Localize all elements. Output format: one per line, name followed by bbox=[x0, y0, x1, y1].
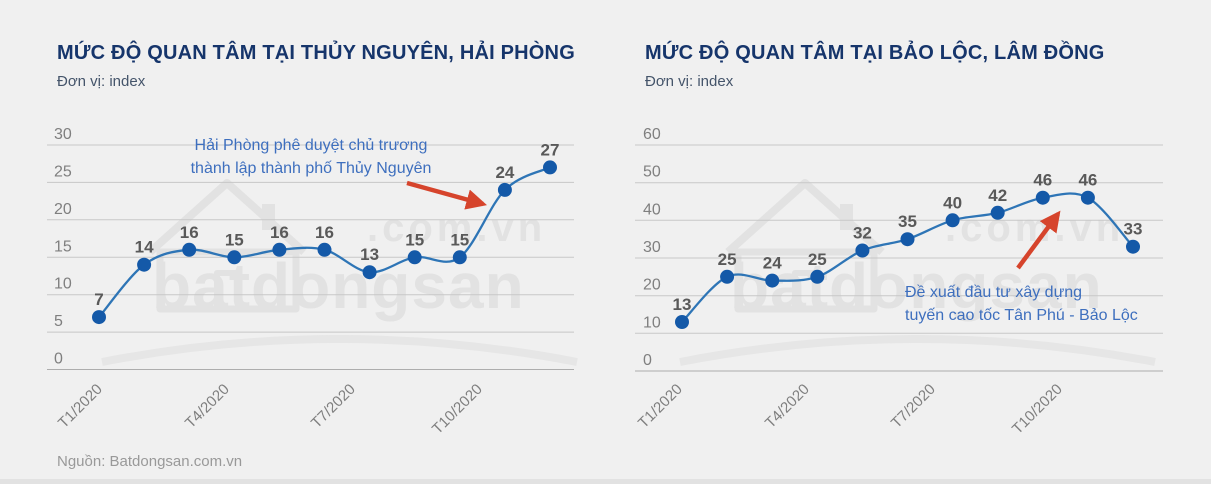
data-point-value: 27 bbox=[541, 140, 560, 159]
y-tick-label: 10 bbox=[54, 276, 72, 293]
x-tick-label: T4/2020 bbox=[182, 381, 233, 432]
data-point-value: 15 bbox=[225, 230, 244, 249]
data-point-marker bbox=[855, 243, 870, 258]
y-tick-label: 0 bbox=[643, 352, 652, 369]
watermark-house-door-icon bbox=[792, 270, 820, 312]
data-point-marker bbox=[765, 273, 780, 288]
watermark-dome bbox=[679, 335, 1156, 366]
x-tick-label: T4/2020 bbox=[762, 381, 813, 432]
data-point-marker bbox=[407, 250, 422, 265]
watermark-house-chimney-icon bbox=[840, 204, 853, 230]
watermark-text-batdongsan: batdongsan bbox=[152, 250, 525, 322]
y-tick-label: 10 bbox=[643, 314, 661, 331]
data-point-value: 25 bbox=[718, 250, 737, 269]
data-point-marker bbox=[810, 269, 825, 284]
data-point-marker bbox=[543, 160, 557, 175]
chart-header-bao-loc: MỨC ĐỘ QUAN TÂM TẠI BẢO LỘC, LÂM ĐỒNG Đơ… bbox=[645, 40, 1205, 90]
x-tick-label: T10/2020 bbox=[1009, 381, 1066, 438]
chart-title-bao-loc: MỨC ĐỘ QUAN TÂM TẠI BẢO LỘC, LÂM ĐỒNG bbox=[645, 42, 1105, 64]
chart-unit-bao-loc: Đơn vị: index bbox=[645, 73, 734, 90]
y-tick-label: 0 bbox=[54, 351, 63, 368]
data-point-value: 24 bbox=[495, 163, 514, 182]
data-point-value: 25 bbox=[808, 250, 827, 269]
bottom-divider bbox=[0, 479, 1211, 484]
chart-header-thuy-nguyen: MỨC ĐỘ QUAN TÂM TẠI THỦY NGUYÊN, HẢI PHÒ… bbox=[57, 40, 617, 90]
data-point-value: 35 bbox=[898, 212, 917, 231]
data-point-marker bbox=[227, 250, 242, 265]
data-point-marker bbox=[990, 205, 1005, 220]
annotation-line-2: tuyến cao tốc Tân Phú - Bảo Lộc bbox=[905, 307, 1138, 324]
y-tick-label: 60 bbox=[643, 126, 661, 143]
y-tick-label: 20 bbox=[54, 201, 72, 218]
data-point-value: 15 bbox=[405, 230, 424, 249]
y-tick-label: 50 bbox=[643, 164, 661, 181]
watermark-house-chimney-icon bbox=[262, 204, 275, 230]
data-point-marker bbox=[182, 242, 197, 257]
data-point-value: 15 bbox=[450, 230, 469, 249]
data-point-value: 14 bbox=[135, 238, 154, 257]
data-point-value: 42 bbox=[988, 186, 1007, 205]
data-point-marker bbox=[1126, 239, 1140, 254]
data-point-value: 7 bbox=[94, 290, 103, 309]
annotation-line-1: Đề xuất đầu tư xây dựng bbox=[905, 284, 1083, 301]
data-point-value: 46 bbox=[1033, 171, 1052, 190]
data-point-marker bbox=[92, 310, 106, 325]
watermark-house-roof-icon bbox=[147, 179, 307, 255]
x-tick-label: T1/2020 bbox=[635, 381, 686, 432]
data-point-marker bbox=[720, 269, 735, 284]
data-point-marker bbox=[137, 257, 152, 272]
x-tick-label: T10/2020 bbox=[429, 381, 486, 438]
data-point-value: 13 bbox=[360, 245, 379, 264]
y-tick-label: 25 bbox=[54, 163, 72, 180]
y-tick-label: 5 bbox=[54, 313, 63, 330]
data-point-value: 16 bbox=[180, 223, 199, 242]
data-point-value: 46 bbox=[1078, 171, 1097, 190]
watermark-dome bbox=[101, 335, 578, 366]
data-point-value: 32 bbox=[853, 224, 872, 243]
data-point-marker bbox=[272, 242, 287, 257]
data-point-marker bbox=[900, 232, 915, 247]
y-tick-label: 40 bbox=[643, 201, 661, 218]
data-point-marker bbox=[452, 250, 467, 265]
data-point-marker bbox=[1080, 190, 1095, 205]
y-tick-label: 20 bbox=[643, 277, 661, 294]
annotation-hai-phong: Hải Phòng phê duyệt chủ trương thành lập… bbox=[186, 134, 436, 180]
data-point-value: 40 bbox=[943, 193, 962, 212]
annotation-bao-loc: Đề xuất đầu tư xây dựng tuyến cao tốc Tâ… bbox=[905, 281, 1138, 327]
data-point-marker bbox=[362, 265, 377, 280]
annotation-arrow bbox=[406, 180, 487, 210]
x-tick-label: T7/2020 bbox=[308, 381, 359, 432]
chart-unit-thuy-nguyen: Đơn vị: index bbox=[57, 73, 146, 90]
y-tick-label: 30 bbox=[54, 126, 72, 143]
chart-title-thuy-nguyen: MỨC ĐỘ QUAN TÂM TẠI THỦY NGUYÊN, HẢI PHÒ… bbox=[57, 42, 575, 64]
watermark-text-comvn: .com.vn bbox=[367, 206, 546, 250]
source-credit: Nguồn: Batdongsan.com.vn bbox=[57, 453, 243, 470]
x-tick-label: T1/2020 bbox=[55, 381, 106, 432]
y-tick-label: 30 bbox=[643, 239, 661, 256]
data-point-marker bbox=[675, 315, 689, 329]
y-tick-label: 15 bbox=[54, 238, 72, 255]
annotation-line-1: Hải Phòng phê duyệt chủ trương bbox=[194, 137, 428, 154]
data-point-value: 33 bbox=[1124, 220, 1143, 239]
watermark-text-comvn: .com.vn bbox=[945, 206, 1124, 250]
watermark-text-batdongsan: batdongsan bbox=[730, 250, 1103, 322]
data-point-value: 16 bbox=[270, 223, 289, 242]
data-point-marker bbox=[317, 242, 332, 257]
data-point-marker bbox=[945, 213, 960, 228]
data-point-value: 24 bbox=[763, 254, 782, 273]
watermark-house-door-icon bbox=[214, 270, 242, 312]
x-tick-label: T7/2020 bbox=[888, 381, 939, 432]
data-point-marker bbox=[497, 182, 512, 197]
annotation-line-2: thành lập thành phố Thủy Nguyên bbox=[190, 160, 432, 177]
data-point-value: 13 bbox=[673, 295, 692, 314]
data-point-marker bbox=[1035, 190, 1050, 205]
annotation-arrow bbox=[1016, 210, 1061, 270]
data-point-value: 16 bbox=[315, 223, 334, 242]
